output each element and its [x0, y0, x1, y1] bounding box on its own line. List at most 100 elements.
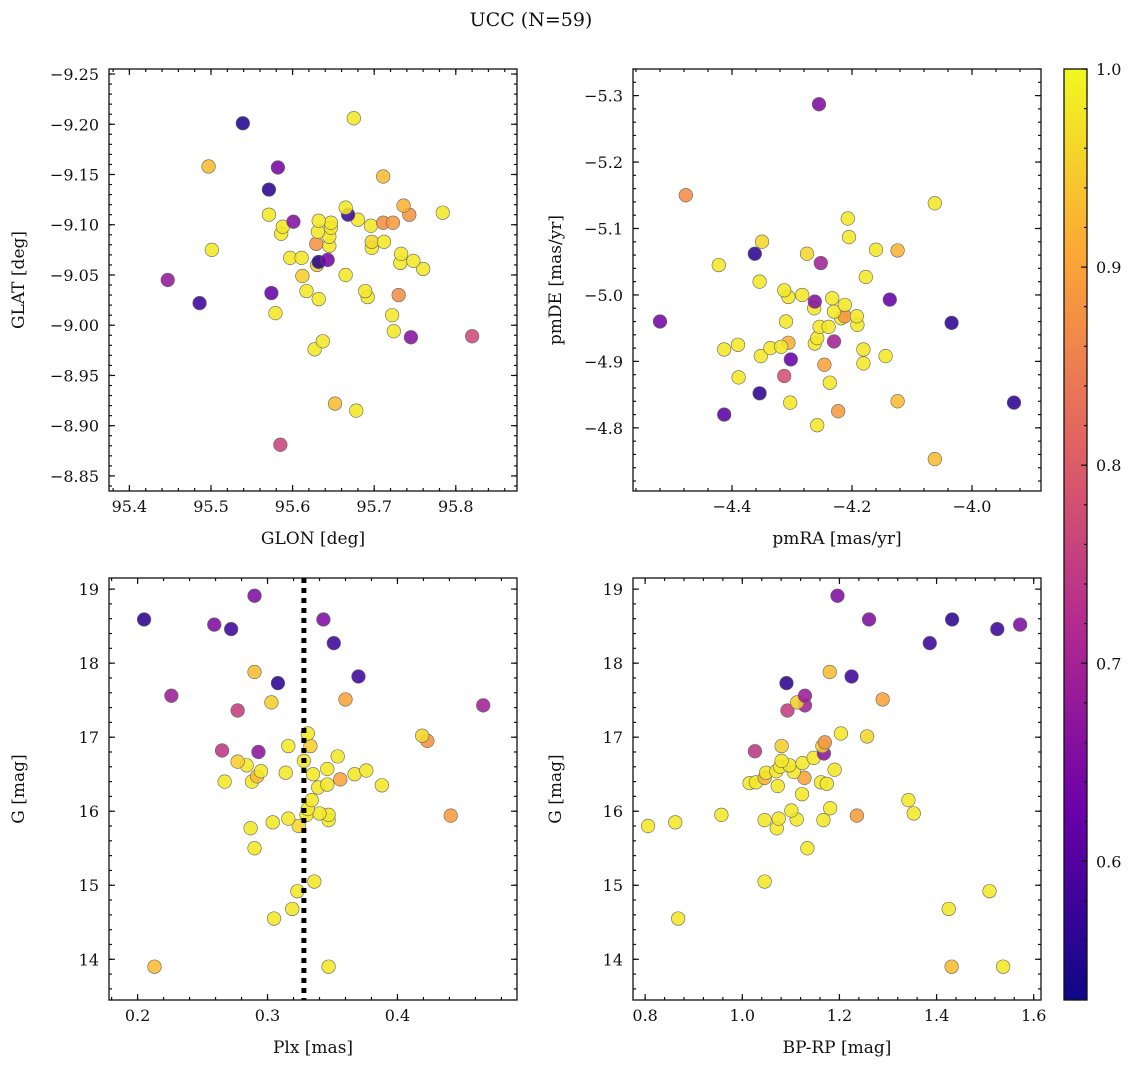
- data-point: [320, 761, 335, 777]
- data-point: [823, 801, 838, 816]
- y-tick-label: −5.0: [584, 286, 623, 305]
- data-point: [731, 370, 746, 385]
- data-point: [443, 808, 458, 823]
- data-point: [304, 793, 319, 808]
- data-point: [386, 324, 401, 339]
- data-point: [214, 743, 230, 758]
- data-point: [794, 787, 810, 802]
- x-tick-label: −4.2: [833, 497, 872, 516]
- data-point: [833, 726, 848, 741]
- data-point: [774, 339, 789, 354]
- data-point: [247, 841, 262, 856]
- panel-glon-glat: 95.4 95.5 95.6 95.7 95.8 −8.85 −8.90 −8.95 −9.00…: [9, 65, 518, 549]
- data-point: [320, 252, 335, 268]
- scatter-points: [652, 97, 1022, 467]
- y-tick-label: −8.95: [50, 366, 99, 385]
- data-point: [799, 246, 815, 261]
- data-point: [394, 246, 409, 261]
- data-point: [774, 738, 789, 754]
- data-point: [261, 207, 277, 222]
- x-tick-label: 95.5: [193, 497, 229, 516]
- data-point: [890, 394, 905, 409]
- data-point: [783, 352, 798, 367]
- data-point: [875, 692, 890, 707]
- data-point: [192, 296, 207, 311]
- data-point: [315, 334, 330, 349]
- data-point: [819, 776, 834, 791]
- colorbar-fill: [1064, 69, 1087, 1000]
- y-tick-label: −5.2: [584, 153, 623, 172]
- data-point: [774, 753, 789, 768]
- x-tick-label: 1.2: [827, 1006, 852, 1025]
- data-point: [780, 703, 795, 718]
- data-point: [391, 287, 406, 303]
- scatter-points: [160, 111, 480, 452]
- data-point: [247, 588, 262, 603]
- data-point: [338, 200, 353, 215]
- data-point: [230, 754, 245, 769]
- x-tick-label: 95.4: [112, 497, 148, 516]
- y-tick-label: −4.8: [584, 419, 623, 438]
- data-point: [286, 214, 301, 229]
- y-tick-label: 17: [79, 728, 99, 747]
- data-point: [795, 287, 810, 303]
- data-point: [757, 812, 772, 828]
- data-point: [714, 807, 729, 823]
- data-point: [753, 348, 768, 364]
- y-tick-label: −9.00: [50, 316, 99, 335]
- data-point: [990, 621, 1005, 637]
- x-tick-label: 1.6: [1021, 1006, 1046, 1025]
- data-point: [861, 612, 877, 627]
- data-point: [376, 169, 391, 184]
- data-point: [652, 314, 668, 329]
- data-point: [816, 812, 831, 828]
- data-point: [273, 437, 288, 452]
- data-point: [826, 334, 842, 349]
- y-tick-label: 16: [79, 802, 99, 821]
- colorbar-tick-label: 0.7: [1096, 654, 1121, 673]
- x-axis-label: pmRA [mas/yr]: [772, 529, 901, 549]
- axes-frame: [632, 577, 1042, 1001]
- colorbar-tick-label: 1.0: [1096, 60, 1121, 79]
- data-point: [230, 703, 245, 718]
- y-tick-label: −9.25: [50, 65, 99, 84]
- colorbar-frame: [1063, 68, 1088, 1001]
- data-point: [771, 811, 786, 826]
- y-tick-label: 15: [603, 876, 623, 895]
- data-point: [711, 257, 726, 273]
- data-point: [941, 901, 956, 917]
- data-point: [435, 205, 450, 220]
- y-tick-label: −5.1: [584, 219, 623, 238]
- data-point: [235, 116, 250, 131]
- axes-frame: [108, 68, 518, 492]
- data-point: [747, 246, 762, 261]
- scatter-points: [136, 588, 491, 974]
- data-point: [359, 763, 374, 778]
- colorbar-tick-label: 0.9: [1096, 258, 1121, 277]
- x-axis-label: Plx [mas]: [273, 1038, 353, 1058]
- data-point: [849, 808, 865, 823]
- data-point: [253, 764, 269, 779]
- y-tick-label: −8.85: [50, 467, 99, 486]
- data-point: [243, 821, 258, 836]
- data-point: [944, 959, 959, 974]
- colorbar: 0.6 0.7 0.8 0.9 1.0: [1063, 60, 1121, 1001]
- y-tick-label: −9.10: [50, 216, 99, 235]
- data-point: [810, 418, 825, 433]
- data-point: [403, 330, 419, 345]
- data-point: [224, 621, 239, 637]
- data-point: [406, 253, 421, 269]
- data-point: [281, 811, 296, 826]
- data-point: [752, 274, 767, 289]
- data-point: [396, 198, 411, 213]
- data-point: [822, 375, 837, 390]
- data-point: [779, 676, 794, 691]
- data-point: [784, 803, 799, 818]
- data-point: [294, 250, 309, 265]
- data-point: [813, 255, 828, 271]
- data-point: [752, 386, 767, 401]
- y-tick-label: 16: [603, 802, 623, 821]
- data-point: [858, 269, 873, 285]
- data-point: [160, 272, 175, 288]
